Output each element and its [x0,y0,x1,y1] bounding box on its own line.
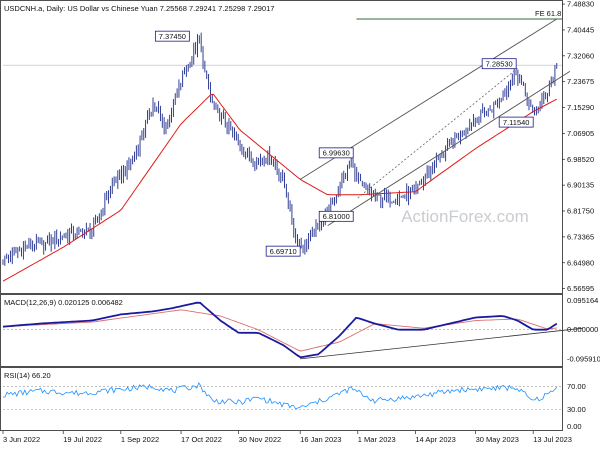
price-y-tick-label: 6.64980 [567,258,594,267]
x-tick-label: 16 Jan 2023 [300,435,341,444]
price-annotation-box [318,147,354,159]
price-y-tick-label: 6.73365 [567,232,594,241]
x-tick-label: 13 Jul 2023 [533,435,572,444]
x-axis: 3 Jun 2022 19 Jul 2022 1 Sep 2022 17 Oct 20… [2,431,572,444]
price-annotation-box [265,245,301,257]
rsi-line [2,382,558,410]
macd-trendline [300,327,583,360]
price-y-tick-label: 6.81750 [567,207,594,216]
price-annotation-label: 7.37450 [159,32,186,41]
rsi-y-tick-label: 30.00 [567,405,586,414]
macd-line [2,301,558,359]
dotted-trendline [357,68,518,199]
x-tick-label: 1 Mar 2023 [358,435,396,444]
macd-header: MACD(12,26,9) 0.020125 0.006482 [4,298,123,307]
moving-average-line [2,93,558,282]
x-tick-label: 30 May 2023 [476,435,519,444]
price-y-tick-label: 7.32060 [567,51,594,60]
macd-panel: 0.095164 0.000000 -0.095910 [2,296,600,364]
price-panel-frame [0,0,563,294]
x-tick-label: 30 Nov 2022 [239,435,282,444]
price-annotation-label: 6.69710 [270,247,297,256]
price-annotation-label: 7.28530 [486,59,513,68]
price-annotation-label: 6.99630 [323,149,350,158]
rsi-panel-frame [0,367,563,431]
price-y-tick-label: 6.98520 [567,155,594,164]
macd-y-tick-label: 0.095164 [567,296,598,305]
channel-line [327,71,571,227]
watermark: ActionForex.com [401,207,529,226]
x-tick-label: 3 Jun 2022 [3,435,40,444]
price-header: USDCNH.a, Daily: US Dollar vs Chinese Yu… [4,4,274,13]
x-tick-label: 19 Jul 2022 [63,435,102,444]
fe-level-label: FE 61.8 [535,9,561,18]
rsi-panel: 70.00 30.00 0.00 [2,382,586,431]
price-y-tick-label: 7.15290 [567,103,594,112]
rsi-y-tick-label: 0.00 [567,422,582,431]
rsi-header: RSI(14) 66.20 [4,371,51,380]
macd-signal-line [2,309,557,352]
macd-y-tick-label: -0.095910 [567,355,600,364]
price-y-tick-label: 7.48830 [567,0,594,9]
price-panel: 7.48830 7.40445 7.32060 7.23675 7.15290 7.069… [2,0,594,293]
x-tick-label: 17 Oct 2022 [181,435,222,444]
price-annotation-label: 7.11540 [503,118,530,127]
price-y-tick-label: 6.90135 [567,181,594,190]
price-annotation-box [318,210,354,222]
price-y-tick-label: 7.40445 [567,25,594,34]
price-annotation-box [498,116,534,128]
price-y-tick-label: 7.06905 [567,129,594,138]
price-annotation-box [481,58,517,70]
macd-y-tick-label: 0.000000 [567,325,598,334]
price-y-tick-label: 6.56595 [567,284,594,293]
price-annotation-box [154,30,190,42]
x-tick-label: 1 Sep 2022 [121,435,159,444]
price-annotation-label: 6.81000 [323,212,350,221]
price-y-tick-label: 7.23675 [567,77,594,86]
x-tick-label: 14 Apr 2023 [415,435,455,444]
rsi-y-tick-label: 70.00 [567,382,586,391]
